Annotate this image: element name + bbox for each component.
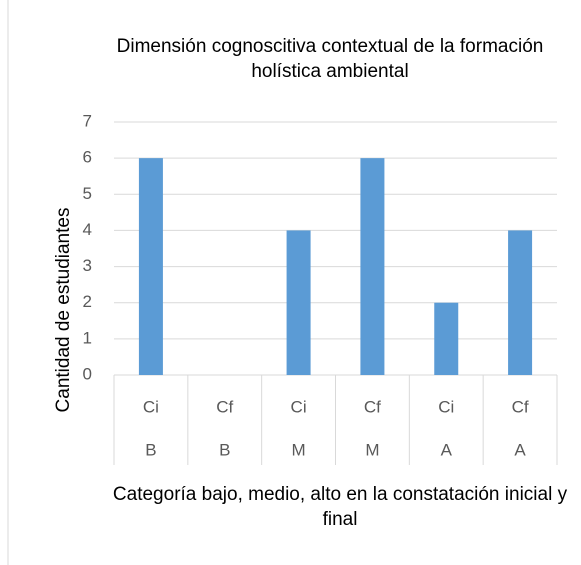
x-group-label: A	[441, 440, 453, 459]
bar	[508, 230, 533, 375]
x-tick-label: Ci	[143, 397, 159, 416]
y-tick-label: 0	[83, 364, 92, 383]
y-tick-label: 4	[83, 220, 92, 239]
x-tick-label: Ci	[291, 397, 307, 416]
x-tick-label: Ci	[438, 397, 454, 416]
y-tick-label: 6	[83, 148, 92, 167]
chart-title: Dimensión cognoscitiva contextual de la …	[116, 36, 544, 82]
x-group-label: A	[514, 440, 526, 459]
x-tick-label: Cf	[512, 397, 529, 416]
x-group-label: B	[145, 440, 156, 459]
bar	[360, 158, 385, 375]
x-tick-label: Cf	[216, 397, 233, 416]
y-tick-label: 1	[83, 328, 92, 347]
x-group-label: M	[291, 440, 305, 459]
y-tick-label: 2	[83, 292, 92, 311]
y-axis-label: Cantidad de estudiantes	[53, 208, 74, 413]
y-tick-label: 7	[83, 111, 92, 130]
x-group-label: B	[219, 440, 230, 459]
y-tick-label: 3	[83, 256, 92, 275]
y-tick-label: 5	[83, 184, 92, 203]
x-axis-label: Categoría bajo, medio, alto en la consta…	[112, 484, 568, 530]
x-group-label: M	[365, 440, 379, 459]
bar	[138, 158, 163, 375]
bar	[434, 302, 459, 375]
bar	[286, 230, 311, 375]
x-tick-label: Cf	[364, 397, 381, 416]
